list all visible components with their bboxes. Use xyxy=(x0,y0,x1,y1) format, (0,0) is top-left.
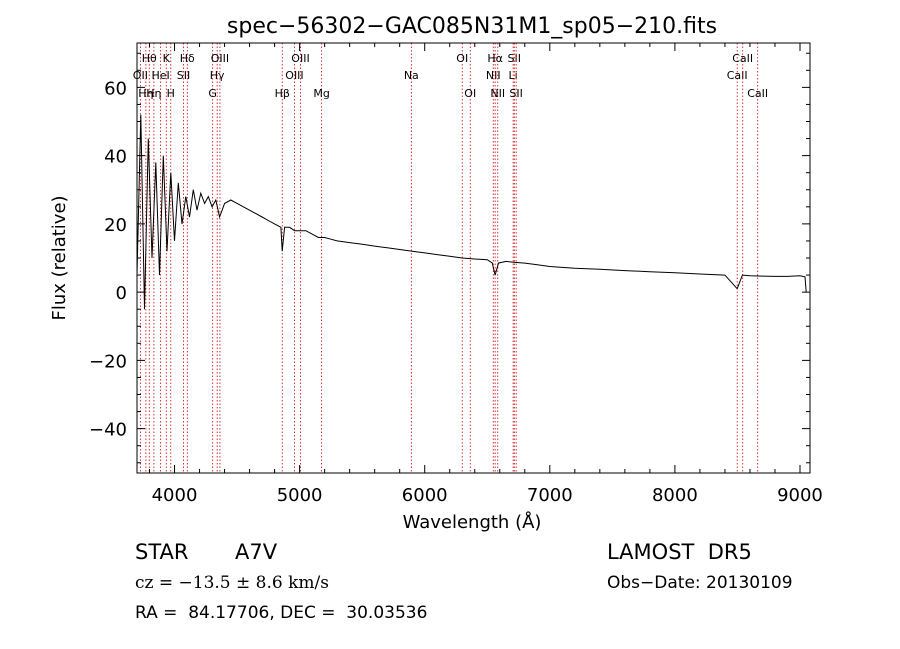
spectral-line-label: K xyxy=(163,52,171,65)
x-tick-label: 5000 xyxy=(277,485,323,506)
spectral-line-label: OIII xyxy=(211,52,229,65)
spectral-line-label: NII xyxy=(490,87,505,100)
y-tick-label: −40 xyxy=(89,420,127,441)
x-axis-label: Wavelength (Å) xyxy=(403,511,542,533)
y-tick-label: 0 xyxy=(116,283,127,304)
observation-date: Obs−Date: 20130109 xyxy=(607,573,793,593)
y-tick-label: −20 xyxy=(89,351,127,372)
spectral-line-label: H xyxy=(167,87,175,100)
spectral-line-label: SII xyxy=(509,87,522,100)
spectral-line-label: Mg xyxy=(313,87,329,100)
spectral-line-label: OIII xyxy=(291,52,309,65)
x-tick-label: 4000 xyxy=(152,485,198,506)
redshift-velocity: cz = −13.5 ± 8.6 km/s xyxy=(135,573,329,593)
spectral-line-label: CaII xyxy=(747,87,768,100)
spectral-line-label: Hδ xyxy=(180,52,195,65)
spectral-line-label: Hβ xyxy=(275,87,290,100)
coordinates: RA = 84.17706, DEC = 30.03536 xyxy=(135,603,428,623)
spectral-line-label: Li xyxy=(509,69,518,82)
spectral-line-label: OI xyxy=(456,52,468,65)
spectral-line-label: CaII xyxy=(732,52,753,65)
spectral-line-label: Hη xyxy=(138,87,153,100)
spectral-line-label: SII xyxy=(177,69,190,82)
spectral-line-label: OIII xyxy=(285,69,303,82)
survey-name: LAMOST DR5 xyxy=(607,540,752,564)
x-tick-label: 7000 xyxy=(527,485,573,506)
y-tick-label: 60 xyxy=(104,78,127,99)
x-tick-label: 8000 xyxy=(652,485,698,506)
spectral-line-label: SII xyxy=(508,52,521,65)
spectral-line-label: CaII xyxy=(727,69,748,82)
spectrum-line-group xyxy=(136,114,807,310)
spectral-line-markers: OIIHηHθHηHeIKHSIIHδGHγOIIIHβOIIIOIIIMgNa… xyxy=(133,43,768,473)
plot-frame xyxy=(136,42,811,474)
x-tick-label: 6000 xyxy=(402,485,448,506)
object-subclass: A7V xyxy=(235,540,278,564)
x-tick-label: 9000 xyxy=(777,485,823,506)
spectral-line-label: HeI xyxy=(151,69,169,82)
spectral-line-label: Hγ xyxy=(210,69,225,82)
axes: 4000 5000 6000 7000 8000 9000 −40 −20 0 20 40 60 xyxy=(89,43,823,506)
spectrum-line xyxy=(136,114,807,310)
spectral-line-label: G xyxy=(208,87,217,100)
chart-title: spec−56302−GAC085N31M1_sp05−210.fits xyxy=(227,14,717,39)
y-tick-label: 40 xyxy=(104,147,127,168)
object-class: STAR xyxy=(135,540,189,564)
spectral-line-label: Na xyxy=(404,69,419,82)
y-axis-label: Flux (relative) xyxy=(49,195,70,320)
spectral-line-label: NII xyxy=(486,69,501,82)
spectral-line-label: OI xyxy=(464,87,476,100)
y-tick-label: 20 xyxy=(104,215,127,236)
spectral-line-label: Hθ xyxy=(142,52,157,65)
spectral-line-label: Hη xyxy=(146,87,161,100)
spectral-line-label: Hα xyxy=(487,52,503,65)
